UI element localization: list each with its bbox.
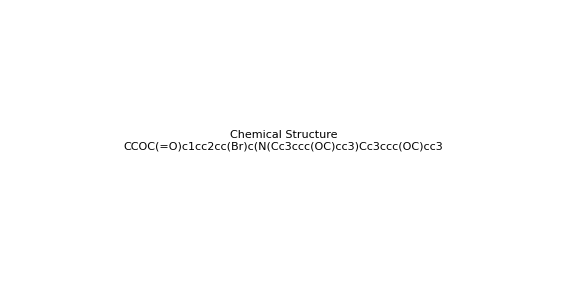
Text: Chemical Structure
CCOC(=O)c1cc2cc(Br)c(N(Cc3ccc(OC)cc3)Cc3ccc(OC)cc3: Chemical Structure CCOC(=O)c1cc2cc(Br)c(…	[124, 130, 443, 151]
